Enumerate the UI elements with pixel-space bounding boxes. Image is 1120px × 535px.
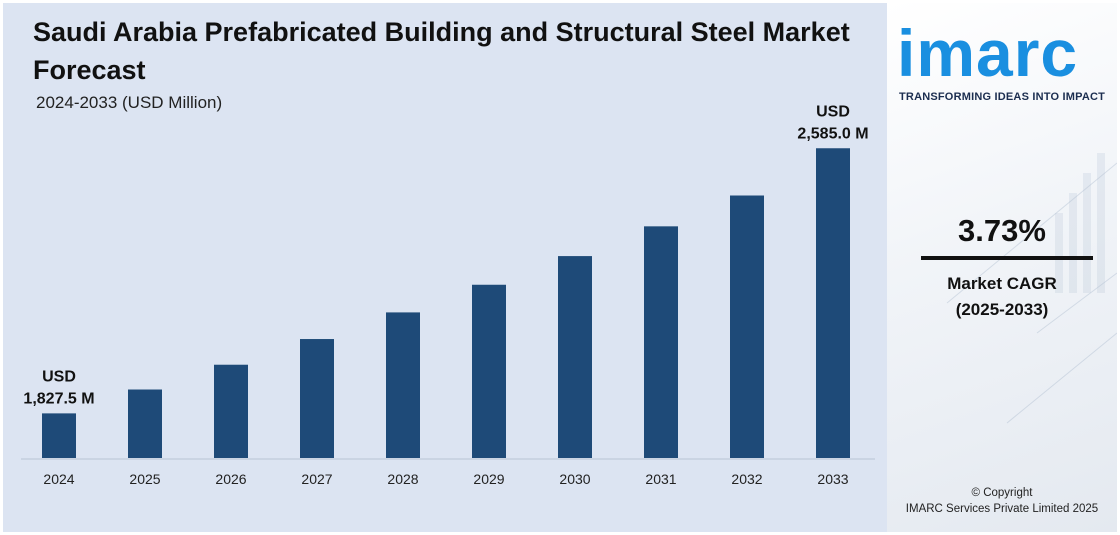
cagr-label-line1: Market CAGR [947,274,1057,293]
x-tick-label-2030: 2030 [559,471,590,487]
bar-2031 [644,226,678,458]
data-label-2033-line1: USD [816,103,850,120]
bar-chart: 2024 2025 2026 2027 2028 2029 2030 2031 2032 2033… [21,103,875,487]
x-tick-label-2031: 2031 [645,471,676,487]
cagr-label-line2: (2025-2033) [955,300,1049,319]
x-tick-label-2025: 2025 [129,471,160,487]
cagr-divider [921,256,1093,260]
logo-tagline: TRANSFORMING IDEAS INTO IMPACT [899,91,1106,103]
bar-2026 [214,364,248,458]
imarc-logo: imarc [897,13,1117,93]
copyright-line1: © Copyright [971,487,1033,499]
chart-panel: Saudi Arabia Prefabricated Building and … [3,3,887,532]
cagr-value: 3.73% [958,213,1046,248]
x-tick-label-2033: 2033 [817,471,848,487]
copyright-notice: © Copyright IMARC Services Private Limit… [887,485,1117,517]
bar-2032 [730,195,764,458]
copyright-line2: IMARC Services Private Limited 2025 [905,503,1099,515]
data-label-2024-line1: USD [42,368,76,385]
side-panel: imarc TRANSFORMING IDEAS INTO IMPACT 3.7… [887,3,1117,532]
data-label-2024-line2: 1,827.5 M [23,390,94,407]
x-tick-label-2024: 2024 [43,471,74,487]
chart-subtitle: 2024-2033 (USD Million) [36,93,223,112]
bar-2029 [472,284,506,458]
x-tick-label-2032: 2032 [731,471,762,487]
bar-2030 [558,256,592,458]
x-tick-label-2026: 2026 [215,471,246,487]
background-chart-decoration [946,153,1117,424]
bar-2028 [386,312,420,458]
bar-2027 [300,339,334,458]
logo-wordmark: imarc [897,16,1079,90]
x-tick-label-2028: 2028 [387,471,418,487]
bar-2025 [128,389,162,458]
x-tick-label-2027: 2027 [301,471,332,487]
bar-2024 [42,413,76,458]
bar-2033 [816,148,850,458]
chart-title: Saudi Arabia Prefabricated Building and … [33,17,850,85]
data-label-2033-line2: 2,585.0 M [797,125,868,142]
cagr-label: Market CAGR (2025-2033) [887,271,1117,323]
x-tick-label-2029: 2029 [473,471,504,487]
